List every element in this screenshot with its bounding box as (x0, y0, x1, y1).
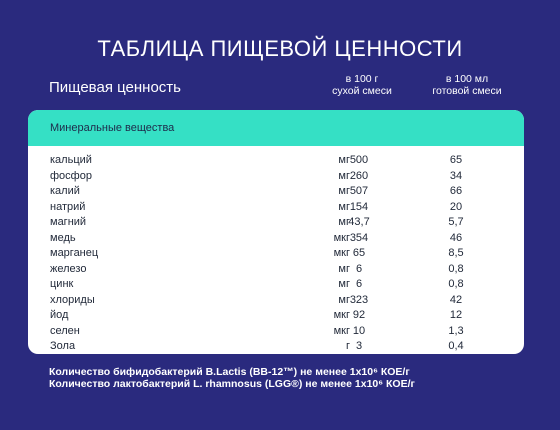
table-row: калий мг 507 66 (28, 184, 524, 200)
table-row: марганец мкг 65 8,5 (28, 246, 524, 262)
value-dry: 354 (349, 231, 369, 244)
table-row: кальций мг 500 65 (28, 153, 524, 169)
nutrient-name: фосфор (50, 169, 92, 182)
table-row: медь мкг 354 46 (28, 231, 524, 247)
table-row: йод мкг 92 12 (28, 308, 524, 324)
value-dry: 65 (352, 247, 366, 259)
nutrition-table-card: Минеральные вещества кальций мг 500 65 ф… (28, 110, 524, 354)
nutrient-unit: мг (338, 262, 350, 275)
value-dry: 3 (355, 340, 363, 352)
table-row: магний мг 43,7 5,7 (28, 215, 524, 231)
table-row: фосфор мг 260 34 (28, 169, 524, 185)
column-header-ready-line1: в 100 мл (445, 73, 489, 85)
value-dry: 6 (355, 278, 363, 290)
column-header-ready: в 100 мл готовой смеси (417, 73, 517, 97)
column-header-ready-line2: готовой смеси (432, 85, 502, 97)
value-ready: 0,8 (448, 262, 464, 275)
value-ready: 34 (449, 169, 463, 182)
nutrient-name: Зола (50, 340, 76, 352)
probiotic-note-bifidobacteria: Количество бифидобактерий B.Lactis (BB-1… (49, 366, 410, 378)
table-row: железо мг 6 0,8 (28, 262, 524, 278)
nutrient-unit: мкг (333, 231, 350, 244)
value-ready: 20 (449, 200, 463, 213)
value-dry: 6 (355, 262, 363, 275)
section-header-minerals: Минеральные вещества (28, 110, 524, 146)
value-ready: 0,4 (448, 340, 464, 352)
nutrient-unit: мг (338, 216, 350, 228)
value-dry: 323 (349, 293, 369, 306)
table-row: цинк мг 6 0,8 (28, 277, 524, 293)
value-dry: 260 (349, 169, 369, 182)
column-header-dry: в 100 г сухой смеси (312, 73, 412, 97)
value-ready: 8,5 (448, 247, 464, 259)
nutrient-unit: мкг (333, 324, 350, 337)
nutrient-name: йод (50, 309, 69, 321)
nutrient-unit: г (345, 340, 350, 352)
value-dry: 43,7 (348, 216, 370, 228)
probiotic-note-lactobacilli: Количество лактобактерий L. rhamnosus (L… (49, 378, 415, 390)
nutrient-name: цинк (50, 278, 74, 290)
value-dry: 154 (349, 200, 369, 213)
value-ready: 65 (449, 154, 463, 166)
table-row: Зола г 3 0,4 (28, 339, 524, 354)
value-dry: 500 (349, 154, 369, 166)
column-header-dry-line1: в 100 г (345, 73, 379, 85)
nutrient-name: кальций (50, 154, 92, 166)
nutrient-name: железо (50, 262, 87, 275)
nutrient-name: марганец (50, 247, 99, 259)
table-row: хлориды мг 323 42 (28, 293, 524, 309)
value-dry: 507 (349, 185, 369, 197)
page-title: ТАБЛИЦА ПИЩЕВОЙ ЦЕННОСТИ (97, 36, 463, 61)
value-ready: 1,3 (448, 324, 464, 337)
table-row: селен мкг 10 1,3 (28, 324, 524, 340)
nutrient-unit: мг (338, 278, 350, 290)
value-dry: 10 (352, 324, 366, 337)
nutrient-unit: мг (338, 200, 350, 213)
value-ready: 5,7 (448, 216, 464, 228)
header-label: Пищевая ценность (49, 79, 181, 96)
nutrient-unit: мкг (333, 309, 350, 321)
value-ready: 0,8 (448, 278, 464, 290)
value-ready: 66 (449, 185, 463, 197)
value-dry: 92 (352, 309, 366, 321)
value-ready: 46 (449, 231, 463, 244)
nutrient-unit: мг (338, 185, 350, 197)
nutrient-name: медь (50, 231, 76, 244)
nutrient-name: натрий (50, 200, 86, 213)
nutrient-name: калий (50, 185, 80, 197)
nutrient-name: селен (50, 324, 80, 337)
value-ready: 42 (449, 293, 463, 306)
table-row: натрий мг 154 20 (28, 200, 524, 216)
nutrition-rows: кальций мг 500 65 фосфор мг 260 34 калий… (28, 153, 524, 354)
nutrient-name: магний (50, 216, 87, 228)
nutrient-unit: мг (338, 169, 350, 182)
value-ready: 12 (449, 309, 463, 321)
nutrient-unit: мг (338, 154, 350, 166)
nutrient-unit: мкг (333, 247, 350, 259)
column-header-dry-line2: сухой смеси (332, 85, 392, 97)
nutrient-name: хлориды (50, 293, 95, 306)
nutrient-unit: мг (338, 293, 350, 306)
